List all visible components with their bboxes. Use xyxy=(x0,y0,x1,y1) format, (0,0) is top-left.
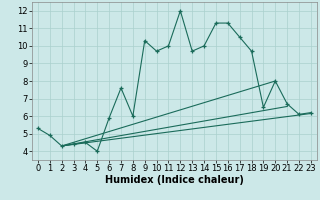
X-axis label: Humidex (Indice chaleur): Humidex (Indice chaleur) xyxy=(105,175,244,185)
